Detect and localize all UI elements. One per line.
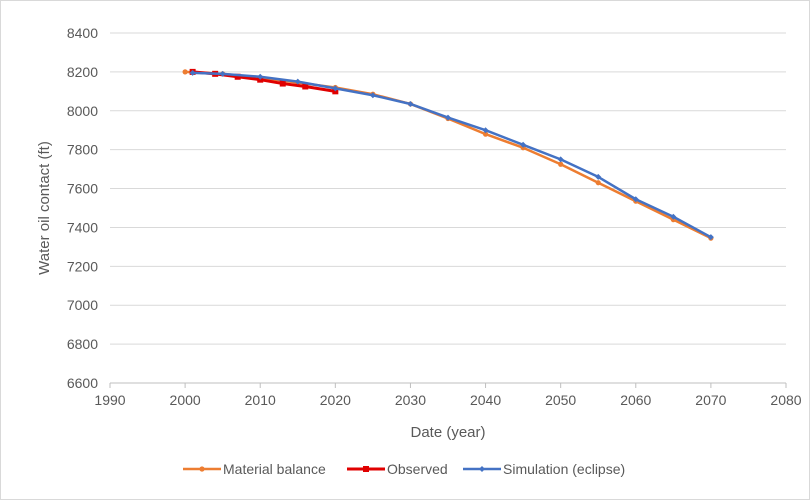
y-tick-label: 8200 xyxy=(67,64,98,80)
x-axis-label: Date (year) xyxy=(410,424,485,441)
x-tick-label: 2030 xyxy=(395,392,426,408)
data-point xyxy=(632,196,639,203)
y-tick-label: 7600 xyxy=(67,181,98,197)
series-material-balance xyxy=(182,69,714,241)
x-tick-label: 2020 xyxy=(320,392,351,408)
data-point xyxy=(219,70,226,77)
series-line xyxy=(192,71,712,239)
legend-label: Observed xyxy=(387,461,448,477)
legend-item: Observed xyxy=(347,461,448,477)
data-point xyxy=(595,173,602,180)
legend-label: Material balance xyxy=(223,461,326,477)
y-tick-label: 7000 xyxy=(67,297,98,313)
y-tick-label: 7400 xyxy=(67,219,98,235)
y-axis-label: Water oil contact (ft) xyxy=(36,141,53,275)
data-point xyxy=(257,73,264,80)
y-tick-label: 6800 xyxy=(67,336,98,352)
x-tick-label: 2050 xyxy=(545,392,576,408)
x-tick-label: 1990 xyxy=(94,392,125,408)
x-tick-label: 2070 xyxy=(695,392,726,408)
x-tick-label: 2040 xyxy=(470,392,501,408)
data-point xyxy=(445,114,451,121)
data-point xyxy=(199,466,205,472)
data-point xyxy=(369,92,376,99)
y-tick-labels: 6600 6800 7000 7200 7400 7600 7800 8000 8200 8400 xyxy=(67,25,98,391)
legend-label: Simulation (eclipse) xyxy=(503,461,625,477)
y-tick-label: 7800 xyxy=(67,142,98,158)
x-tick-label: 2000 xyxy=(170,392,201,408)
data-point xyxy=(595,180,601,186)
data-point xyxy=(234,73,241,80)
data-point xyxy=(294,78,301,85)
data-point xyxy=(520,141,527,148)
y-tick-label: 8000 xyxy=(67,103,98,119)
data-point xyxy=(182,69,188,75)
data-point xyxy=(707,234,714,241)
data-point xyxy=(302,83,309,90)
series-lines xyxy=(182,68,714,241)
data-point xyxy=(482,127,489,134)
legend-item: Material balance xyxy=(183,461,326,477)
x-tick-label: 2080 xyxy=(770,392,801,408)
axes xyxy=(109,382,787,388)
data-point xyxy=(670,213,677,220)
series-line xyxy=(185,70,712,240)
data-point xyxy=(279,80,286,87)
data-point xyxy=(332,85,339,92)
x-tick-label: 2010 xyxy=(245,392,276,408)
series-simulation-eclipse xyxy=(189,69,714,241)
y-tick-label: 8400 xyxy=(67,25,98,41)
data-point xyxy=(557,156,564,163)
data-point xyxy=(407,100,414,107)
data-point xyxy=(479,466,485,472)
x-tick-labels: 1990 2000 2010 2020 2030 2040 2050 2060 2070 2080 xyxy=(94,392,801,408)
data-point xyxy=(189,69,196,76)
legend-item: Simulation (eclipse) xyxy=(463,461,625,477)
x-tick-label: 2060 xyxy=(620,392,651,408)
y-tick-label: 6600 xyxy=(67,375,98,391)
data-point xyxy=(558,161,564,167)
legend: Material balance Observed Simulation (ecli… xyxy=(183,461,625,477)
data-point xyxy=(482,131,489,137)
data-point xyxy=(363,466,369,472)
gridlines xyxy=(110,32,786,384)
y-tick-label: 7200 xyxy=(67,258,98,274)
